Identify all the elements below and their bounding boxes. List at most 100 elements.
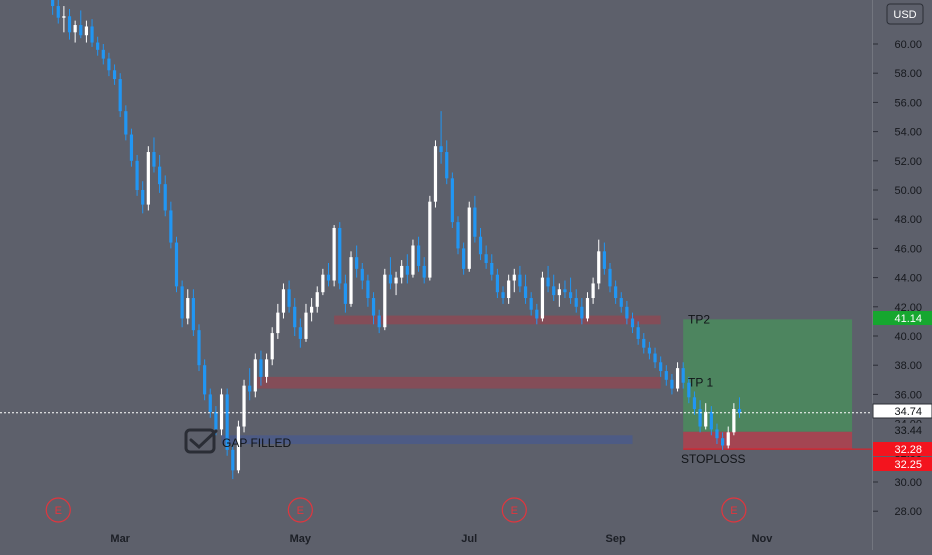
y-tick-label: 40.00 [894,331,922,343]
tp1-label: TP 1 [688,376,713,390]
candle [692,391,697,415]
earnings-letter: E [511,505,518,517]
candle [563,280,567,299]
candle [484,245,488,269]
gap-zone [221,435,633,445]
candle [619,292,623,313]
candle-body [146,152,150,205]
candle [540,271,545,322]
candle-body [630,318,635,328]
candle-body [501,292,505,299]
candle [112,64,117,85]
candle [197,324,201,372]
candle [585,292,590,322]
level-zones [221,315,661,445]
candle-body [73,25,77,33]
candle [152,137,156,173]
candle [614,280,618,304]
candle [636,321,640,345]
candle-body [405,265,409,275]
y-tick-label: 42.00 [894,302,922,314]
candle-body [642,338,646,348]
candle-body [264,359,269,377]
candle-body [732,409,736,433]
candle [332,225,336,287]
candle [495,268,499,299]
candle-body [236,426,241,471]
candle [675,362,680,392]
x-tick-label: Sep [606,533,626,545]
candle-body [180,286,184,319]
price-badge-text: 32.25 [894,459,922,471]
candle [236,420,241,474]
candle-body [512,274,516,281]
price-badge-bg [873,457,932,471]
stoploss-label: STOPLOSS [681,452,745,466]
candle [56,0,60,24]
candle [107,52,111,77]
candle [608,263,612,293]
candle-body [349,257,353,304]
candle-body [107,58,111,71]
earnings-marker: E [45,497,71,523]
candle [169,201,173,249]
candle-body [208,394,212,412]
candle-body [625,306,629,319]
candle-body [737,409,742,413]
candle-body [394,277,398,284]
candle-body [608,268,612,287]
candle [174,236,179,293]
candle [146,146,150,211]
candle [338,222,342,290]
candle [366,274,370,307]
candle-body [343,283,347,304]
candle [512,268,516,293]
candle [293,298,297,336]
candle-body [490,263,494,275]
earnings-circle [501,497,527,523]
candle-body [163,184,167,211]
candle-body [191,298,195,331]
candle-body [422,265,426,278]
candle-body [118,79,122,112]
price-badge-stop: 32.25 [873,457,932,471]
candle [180,280,184,328]
candle-body [411,245,415,275]
candle [535,303,539,325]
y-tick-label: 36.00 [894,389,922,401]
x-tick-label: Jul [461,533,477,545]
candle-body [535,309,539,319]
candle [326,263,331,287]
candle [737,397,742,418]
candle-body [298,327,302,339]
TP2-zone [334,315,661,325]
level-labels: TP2 TP 1 STOPLOSS GAP FILLED [184,312,745,466]
candle [478,227,483,261]
earnings-circle [287,497,313,523]
candle-body [355,257,359,269]
candle [428,195,432,281]
candle [394,271,398,296]
candle [642,333,646,354]
y-tick-label: 58.00 [894,68,922,80]
candle [518,265,522,293]
price-badge-bg [872,403,932,419]
candle-body [259,359,263,377]
candle [721,432,725,450]
candle [371,292,376,325]
candle-body [664,371,668,380]
candle-body [709,411,713,430]
candle-body [169,210,173,243]
TP1-zone [255,376,661,389]
price-badge-text: 32.28 [894,444,922,456]
candle-body [67,16,72,33]
candle [62,6,66,33]
currency-button[interactable]: USD [886,3,924,25]
candle-body [681,368,685,383]
candle-body [529,298,533,310]
price-badges: 41.14 34.74 33.44 32.28 32.25 [872,311,932,471]
earnings-letter: E [730,505,737,517]
candle [225,388,229,456]
